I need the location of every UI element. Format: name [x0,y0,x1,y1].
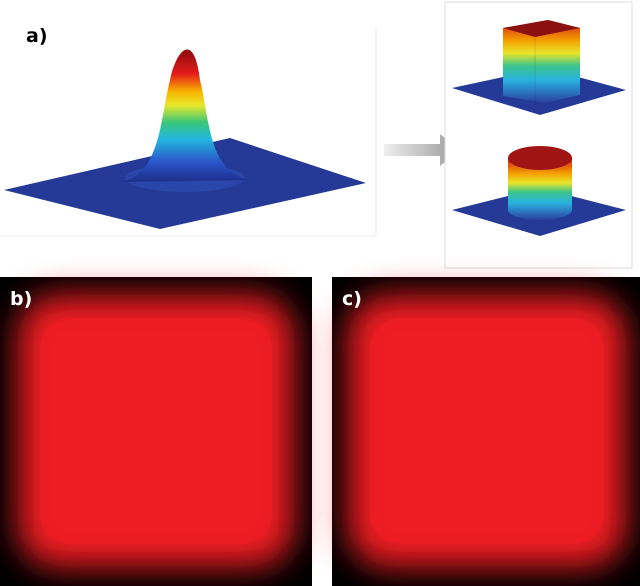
flat-top-square-top [503,20,580,37]
panel-label: c) [342,288,362,310]
panel-label: a) [26,25,48,47]
arrow [384,134,460,166]
flat-top-cylinder [508,158,572,220]
panel-label: b) [10,288,32,310]
beam-core [40,318,272,544]
beam-core [370,318,604,544]
flat-top-cylinder-top [508,146,572,170]
gaussian-peak [120,49,250,183]
flat-top-square [503,20,580,103]
